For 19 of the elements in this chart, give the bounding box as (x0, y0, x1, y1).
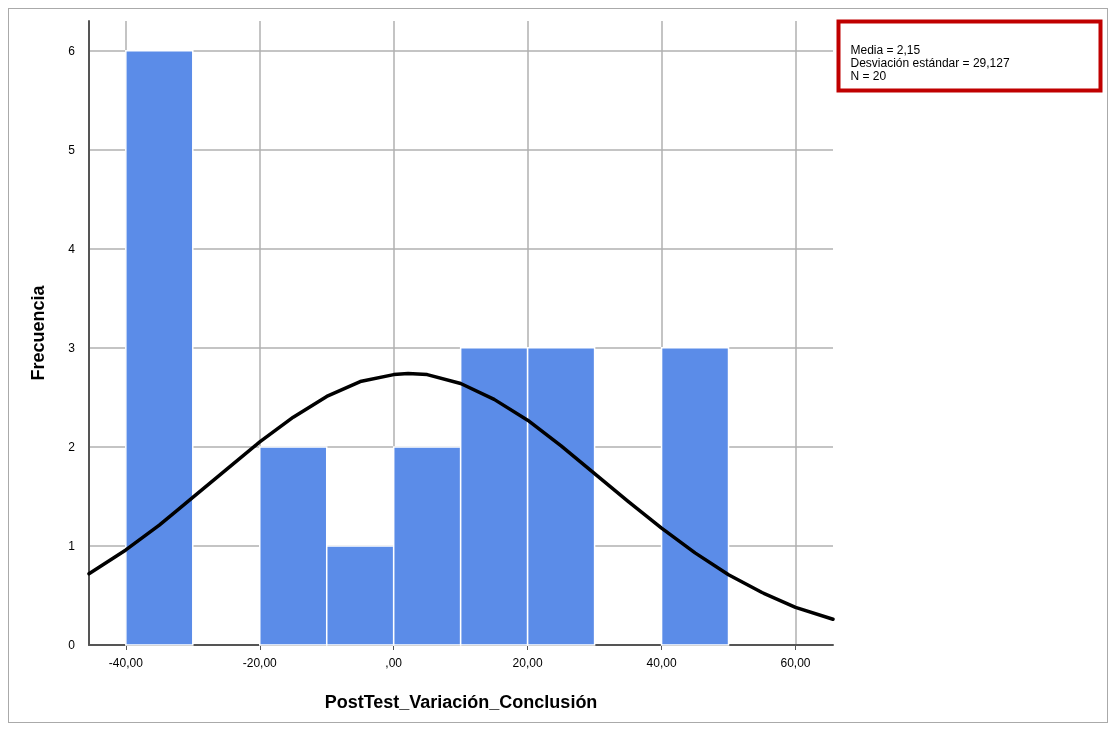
x-axis-title: PostTest_Variación_Conclusión (324, 692, 598, 712)
text: Desviación estándar = 29,127 (850, 55, 1010, 70)
x-tick-label: 20,00 (512, 656, 543, 670)
y-tick-label: 6 (68, 43, 76, 58)
x-tick-label: -20,00 (242, 656, 278, 670)
y-tick-label: 0 (68, 638, 76, 652)
text: N = 20 (850, 68, 887, 83)
x-tick-label: -40,00 (108, 656, 144, 670)
y-tick-label: 1 (68, 538, 76, 553)
y-tick-label: 2 (68, 439, 76, 454)
y-axis-title: Frecuencia (28, 284, 48, 381)
x-tick-label: 40,00 (646, 656, 677, 670)
y-tick-label: 5 (68, 142, 76, 157)
y-tick-label: 4 (68, 241, 76, 256)
y-tick-label: 3 (68, 340, 76, 355)
text: Media = 2,15 (850, 42, 921, 57)
line-series (87, 371, 835, 621)
x-tick-label: 60,00 (780, 656, 811, 670)
x-tick-label: ,00 (385, 656, 403, 670)
